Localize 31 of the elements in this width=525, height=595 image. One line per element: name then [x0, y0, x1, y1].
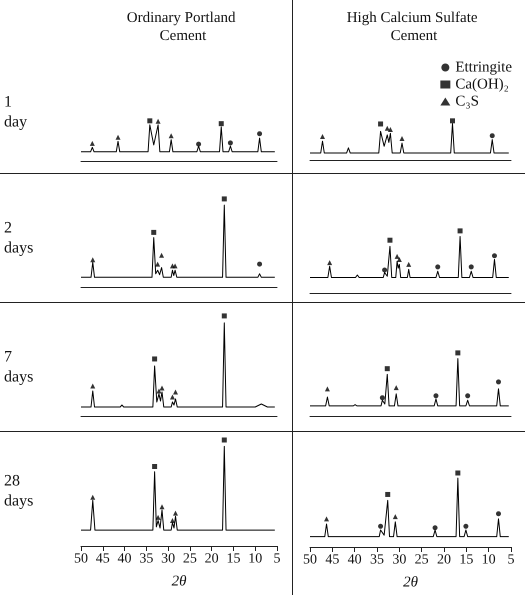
- x-tick-label: 45: [325, 552, 340, 568]
- x-tick-label: 10: [482, 552, 496, 568]
- x-tick-label: 15: [226, 552, 240, 566]
- x-tick-label: 20: [204, 552, 219, 566]
- x-tick-label: 35: [370, 552, 384, 568]
- legend-label: Ca(OH)₂: [455, 76, 509, 92]
- x-tick-label: 15: [459, 552, 474, 568]
- x-tick-label: 5: [508, 552, 514, 568]
- y-axis-title: 1 day: [4, 94, 28, 130]
- x-axis-title: 2θ: [403, 574, 419, 590]
- x-tick-label: 25: [182, 552, 197, 566]
- y-axis-title: 7 days: [4, 348, 34, 386]
- legend-label: Ettringite: [455, 60, 512, 76]
- x-tick-label: 40: [348, 552, 362, 568]
- x-tick-label: 40: [118, 552, 132, 566]
- chart-title: High Calcium Sulfate Cement: [346, 10, 482, 44]
- chart-title: Ordinary Portland Cement: [126, 10, 240, 44]
- x-axis-title: 2θ: [172, 574, 188, 590]
- x-tick-label: 35: [139, 552, 154, 566]
- x-tick-label: 50: [74, 552, 88, 566]
- x-tick-label: 30: [392, 552, 406, 568]
- x-tick-label: 25: [414, 552, 429, 568]
- y-axis-title: 28 days: [4, 472, 34, 510]
- x-tick-label: 20: [437, 552, 451, 568]
- legend-label: C₃S: [455, 94, 479, 110]
- x-tick-label: 30: [161, 552, 176, 566]
- x-tick-label: 10: [248, 552, 262, 566]
- x-tick-label: 50: [303, 552, 317, 568]
- x-tick-label: 45: [96, 552, 110, 566]
- x-tick-label: 5: [274, 552, 280, 566]
- y-axis-title: 2 days: [4, 220, 34, 256]
